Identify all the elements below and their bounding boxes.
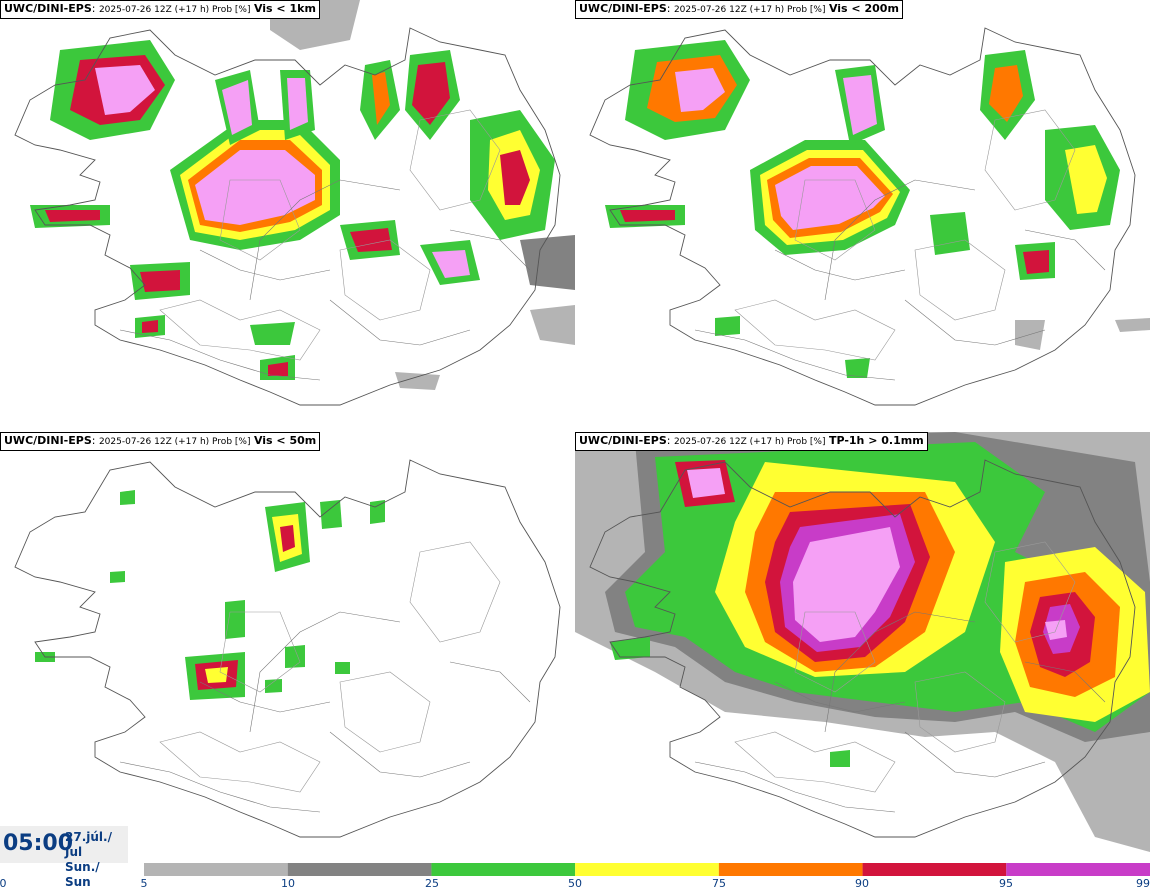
colorbar-tick-label: 50 xyxy=(568,877,582,890)
colorbar-segment xyxy=(862,863,1007,876)
panel-title: UWC/DINI-EPS: 2025-07-26 12Z (+17 h) Pro… xyxy=(575,0,903,19)
colorbar-segment xyxy=(431,863,576,876)
run-info: 2025-07-26 12Z (+17 h) Prob [%] xyxy=(673,437,826,447)
model-name: UWC/DINI-EPS xyxy=(4,2,92,15)
colorbar-tick-label: 75 xyxy=(712,877,726,890)
map-panel-vis-50m: UWC/DINI-EPS: 2025-07-26 12Z (+17 h) Pro… xyxy=(0,432,575,862)
panel-title: UWC/DINI-EPS: 2025-07-26 12Z (+17 h) Pro… xyxy=(575,432,928,451)
variable-name: Vis < 200m xyxy=(828,2,899,15)
colorbar-tick-label: 25 xyxy=(425,877,439,890)
colorbar xyxy=(144,863,1150,876)
panel-title: UWC/DINI-EPS: 2025-07-26 12Z (+17 h) Pro… xyxy=(0,0,320,19)
run-info: 2025-07-26 12Z (+17 h) Prob [%] xyxy=(673,5,826,15)
fog-probability-fields xyxy=(30,40,555,380)
run-info: 2025-07-26 12Z (+17 h) Prob [%] xyxy=(98,437,251,447)
model-name: UWC/DINI-EPS xyxy=(579,2,667,15)
valid-date-line1: 27.júl./ Jul xyxy=(65,830,112,859)
gray-low-prob-areas xyxy=(1015,318,1150,350)
variable-name: Vis < 50m xyxy=(253,434,317,447)
valid-date: 27.júl./ Jul Sun./ Sun xyxy=(65,830,128,890)
colorbar-segment xyxy=(575,863,719,876)
variable-name: TP-1h > 0.1mm xyxy=(828,434,924,447)
valid-time-box: 05:00 27.júl./ Jul Sun./ Sun xyxy=(0,826,128,889)
colorbar-segment xyxy=(1006,863,1150,876)
colorbar-segment xyxy=(287,863,432,876)
colorbar-segment xyxy=(144,863,288,876)
valid-date-line2: Sun./ Sun xyxy=(65,860,100,889)
colorbar-tick-label: 10 xyxy=(281,877,295,890)
model-name: UWC/DINI-EPS xyxy=(579,434,667,447)
panel-title: UWC/DINI-EPS: 2025-07-26 12Z (+17 h) Pro… xyxy=(0,432,321,451)
colorbar-tick-label: 5 xyxy=(140,877,148,890)
variable-name: Vis < 1km xyxy=(253,2,316,15)
map-panel-precip: UWC/DINI-EPS: 2025-07-26 12Z (+17 h) Pro… xyxy=(575,432,1150,862)
colorbar-tick-label: 90 xyxy=(855,877,869,890)
model-name: UWC/DINI-EPS xyxy=(4,434,92,447)
map-panel-vis-200m: UWC/DINI-EPS: 2025-07-26 12Z (+17 h) Pro… xyxy=(575,0,1150,430)
colorbar-segment xyxy=(718,863,863,876)
map-precip xyxy=(575,432,1150,852)
valid-time: 05:00 xyxy=(3,831,74,856)
precip-probability-fields xyxy=(575,432,1150,852)
map-panel-vis-1km: UWC/DINI-EPS: 2025-07-26 12Z (+17 h) Pro… xyxy=(0,0,575,430)
run-info: 2025-07-26 12Z (+17 h) Prob [%] xyxy=(98,5,251,15)
map-vis-1km xyxy=(14,0,575,406)
colorbar-tick-label: 95 xyxy=(999,877,1013,890)
fog-probability-fields xyxy=(35,490,385,700)
map-vis-200m xyxy=(589,27,1150,406)
map-vis-50m xyxy=(14,459,561,838)
colorbar-tick-label: 99 xyxy=(1136,877,1150,890)
colorbar-tick-label: 0 xyxy=(0,877,7,890)
